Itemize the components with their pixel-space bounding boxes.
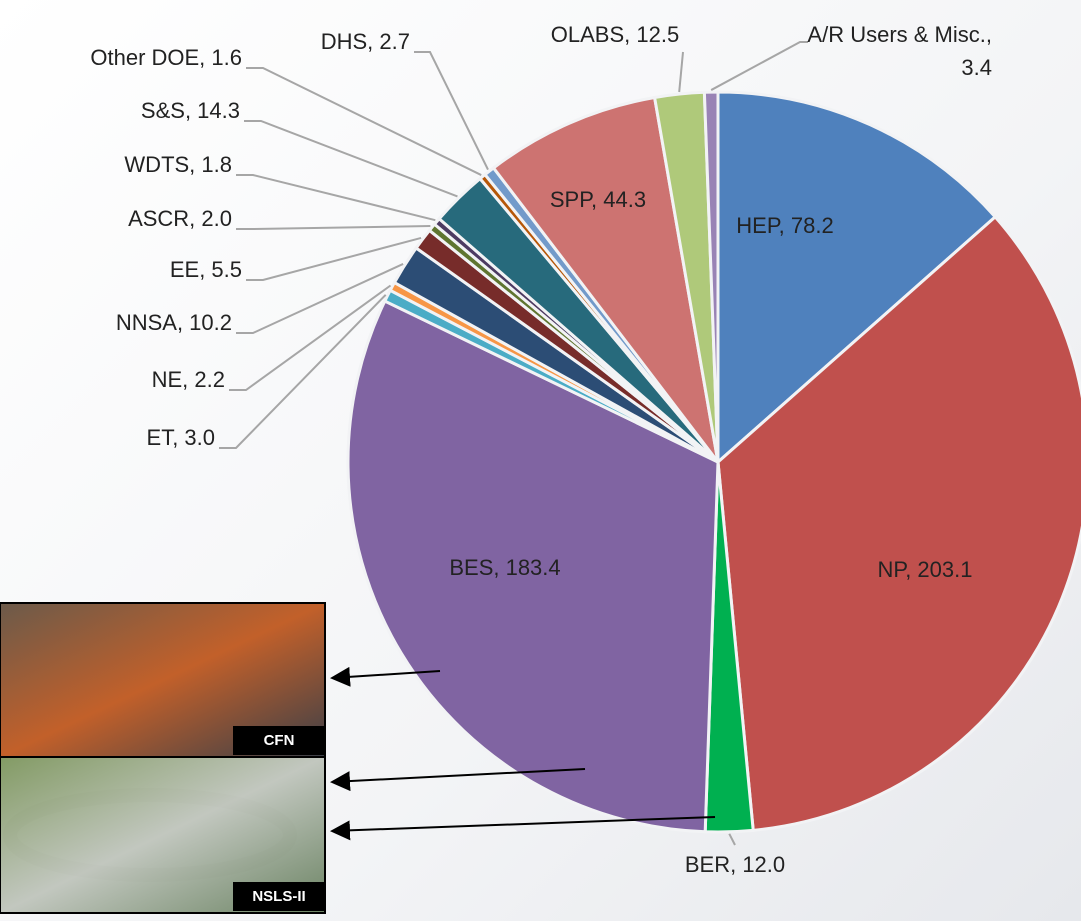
- data-label: A/R Users & Misc., 3.4: [807, 22, 992, 80]
- leader-line: [236, 225, 431, 230]
- data-label: NE, 2.2: [151, 367, 225, 392]
- data-label: DHS, 2.7: [320, 29, 410, 54]
- data-label: SPP, 44.3: [549, 187, 647, 212]
- leader-line: [246, 236, 422, 281]
- data-label: NP, 203.1: [877, 557, 973, 582]
- arrow: [330, 768, 586, 792]
- data-label: EE, 5.5: [169, 257, 242, 282]
- data-label: OLABS, 12.5: [550, 22, 680, 47]
- data-label: BES, 183.4: [449, 555, 561, 580]
- leader-line: [219, 294, 387, 449]
- leader-line: [678, 51, 684, 93]
- photo-label: NSLS-II: [233, 882, 325, 911]
- leader-line: [246, 67, 482, 176]
- pie-slice: [702, 90, 720, 463]
- data-label: WDTS, 1.8: [124, 152, 232, 177]
- photo-label: CFN: [233, 726, 325, 755]
- leader-line: [244, 120, 458, 198]
- leader-line: [710, 41, 808, 91]
- pie-slice: [716, 214, 1081, 832]
- pie-slice: [346, 299, 720, 834]
- data-label: S&S, 14.3: [140, 98, 240, 123]
- leader-line: [236, 174, 436, 222]
- arrow: [330, 816, 716, 841]
- leader-line: [414, 51, 489, 171]
- data-label: Other DOE, 1.6: [90, 45, 242, 70]
- data-label: ASCR, 2.0: [128, 206, 232, 231]
- pie-slice: [491, 95, 720, 463]
- data-label: ET, 3.0: [146, 425, 215, 450]
- pie-slice: [716, 90, 998, 466]
- leader-line: [728, 833, 736, 846]
- data-label: NNSA, 10.2: [115, 310, 232, 335]
- data-label: BER, 12.0: [684, 852, 786, 877]
- leader-line: [229, 284, 392, 391]
- data-label: HEP, 78.2: [736, 213, 834, 238]
- leader-line: [236, 263, 404, 334]
- arrow: [330, 666, 441, 687]
